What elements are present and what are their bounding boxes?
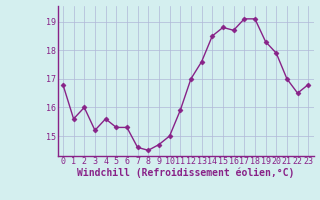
X-axis label: Windchill (Refroidissement éolien,°C): Windchill (Refroidissement éolien,°C) — [77, 168, 294, 178]
